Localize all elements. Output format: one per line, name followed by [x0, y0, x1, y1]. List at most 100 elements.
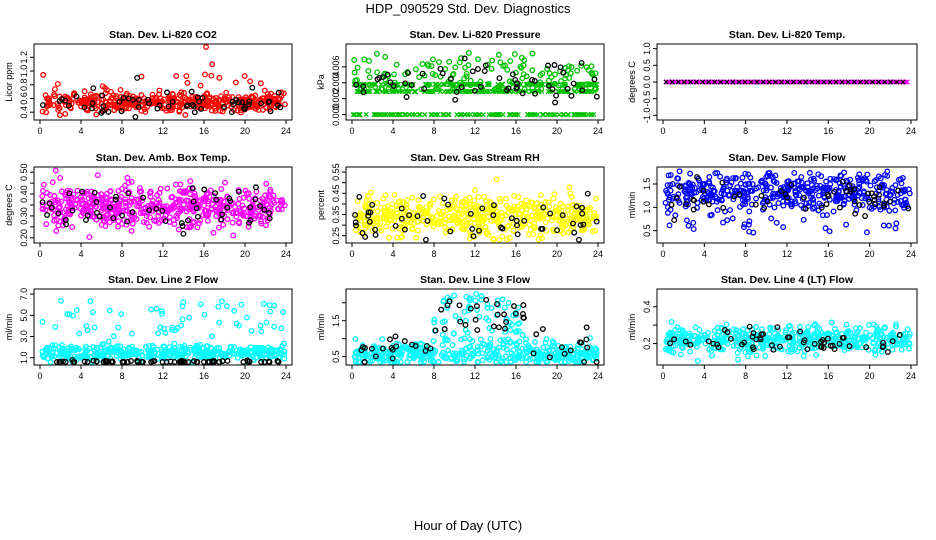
data-point [234, 354, 241, 361]
data-point [134, 75, 141, 81]
data-point [777, 188, 784, 194]
data-point [465, 49, 472, 56]
data-point [773, 219, 780, 226]
data-point [193, 205, 200, 212]
data-point [553, 204, 559, 211]
data-point [222, 179, 228, 186]
data-point [497, 198, 504, 205]
data-point [827, 79, 833, 85]
data-point [281, 355, 288, 362]
data-point [700, 198, 707, 205]
data-point [889, 185, 896, 191]
data-point [875, 79, 882, 85]
data-point [746, 323, 753, 330]
data-point [168, 107, 175, 114]
data-point [490, 212, 497, 219]
data-point [797, 79, 803, 85]
data-point [218, 216, 225, 223]
y-axis-label: degrees C [4, 184, 14, 226]
data-point [469, 68, 476, 75]
data-point [87, 298, 94, 305]
data-point [172, 181, 179, 188]
data-point [253, 354, 259, 361]
data-point [125, 179, 132, 186]
data-point [752, 201, 759, 208]
data-point [106, 98, 113, 104]
data-point [49, 342, 56, 349]
data-point [739, 174, 746, 181]
data-point [437, 65, 444, 72]
data-point [228, 109, 235, 116]
data-point [149, 91, 156, 98]
data-point [244, 314, 250, 321]
data-point [463, 293, 470, 300]
data-point [495, 111, 501, 118]
data-point [105, 108, 112, 115]
data-point [863, 79, 870, 85]
data-point [906, 190, 913, 197]
data-point [51, 93, 58, 100]
data-point [411, 352, 418, 359]
data-point [858, 195, 865, 202]
data-point [176, 205, 183, 212]
data-point [215, 303, 222, 310]
data-point [373, 50, 380, 57]
data-point [580, 227, 587, 234]
data-point [130, 97, 136, 103]
data-point [108, 359, 115, 365]
data-point [190, 208, 197, 215]
data-point [534, 86, 541, 93]
data-point [274, 102, 281, 109]
data-point [66, 311, 73, 318]
data-point [862, 213, 869, 219]
data-point [893, 321, 899, 327]
x-tick-label: 16 [823, 249, 833, 259]
data-point [876, 184, 883, 191]
data-point [43, 221, 50, 228]
data-point [469, 226, 476, 232]
data-point [579, 210, 586, 217]
x-tick-label: 24 [906, 371, 916, 381]
data-point [50, 345, 57, 352]
data-point [104, 358, 111, 365]
data-point [593, 195, 600, 202]
data-point [561, 359, 568, 365]
data-point [899, 174, 906, 181]
data-point [60, 358, 67, 365]
data-point [904, 79, 910, 85]
data-point [89, 100, 96, 107]
data-point [763, 187, 770, 194]
data-point [770, 178, 777, 184]
x-tick-label: 16 [823, 371, 833, 381]
data-point [417, 205, 424, 211]
data-point [102, 223, 109, 229]
data-point [800, 216, 807, 223]
data-point [107, 204, 114, 211]
data-point [578, 62, 585, 69]
data-point [476, 227, 482, 234]
data-point [790, 338, 797, 345]
x-tick-label: 0 [37, 371, 42, 381]
data-point [512, 111, 519, 118]
data-point [826, 228, 833, 235]
chart-title: Stan. Dev. Sample Flow [728, 152, 846, 164]
data-point [811, 177, 818, 184]
data-point [531, 220, 538, 227]
data-point [156, 102, 163, 109]
data-point [503, 318, 510, 325]
data-point [393, 340, 400, 347]
data-point [869, 79, 876, 85]
data-point [392, 222, 399, 229]
data-point [475, 66, 481, 72]
data-point [216, 102, 223, 109]
data-point [48, 353, 55, 360]
data-point [750, 229, 757, 236]
data-point [723, 179, 730, 186]
data-point [53, 359, 60, 365]
data-point [498, 357, 505, 364]
data-point [462, 64, 469, 71]
data-point [39, 102, 46, 109]
data-point [584, 344, 591, 351]
data-point [565, 111, 572, 118]
data-point [221, 104, 227, 110]
